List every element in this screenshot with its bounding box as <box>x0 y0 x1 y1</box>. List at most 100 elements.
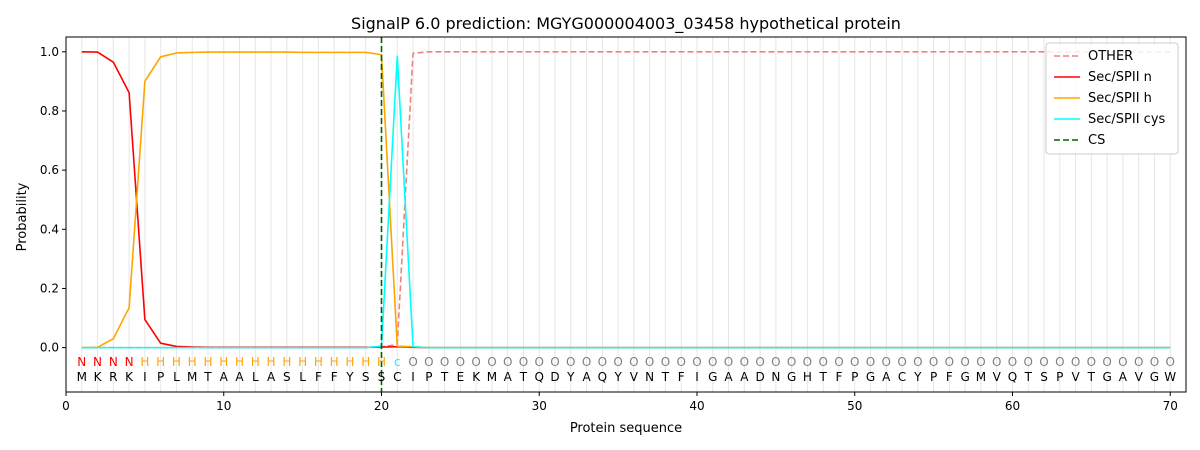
y-tick-label: 0.8 <box>40 104 59 118</box>
region-label: N <box>125 355 134 369</box>
region-label: O <box>613 355 622 369</box>
region-label: O <box>1008 355 1017 369</box>
region-label: O <box>629 355 638 369</box>
residue-label: I <box>143 370 147 384</box>
residue-label: S <box>362 370 370 384</box>
region-label: O <box>1118 355 1127 369</box>
region-label: H <box>188 355 197 369</box>
region-label: H <box>156 355 165 369</box>
region-label: O <box>1102 355 1111 369</box>
region-label: O <box>866 355 875 369</box>
residue-label: Q <box>598 370 607 384</box>
region-label: H <box>282 355 291 369</box>
x-tick-label: 0 <box>62 399 70 413</box>
residue-label: K <box>472 370 481 384</box>
residue-label: F <box>315 370 322 384</box>
residue-label: D <box>755 370 764 384</box>
residue-label: Q <box>535 370 544 384</box>
series-line-sec-spii-cys <box>81 55 1171 349</box>
region-label: H <box>172 355 181 369</box>
x-tick-label: 20 <box>374 399 389 413</box>
residue-label: A <box>267 370 276 384</box>
region-label: O <box>535 355 544 369</box>
region-label: O <box>834 355 843 369</box>
residue-label: R <box>109 370 117 384</box>
residue-label: S <box>1040 370 1048 384</box>
residue-label: Y <box>913 370 922 384</box>
plot-area <box>66 37 1186 392</box>
region-label: O <box>471 355 480 369</box>
region-label: O <box>818 355 827 369</box>
residue-label: S <box>378 370 386 384</box>
residue-label: F <box>946 370 953 384</box>
legend: OTHER Sec/SPII n Sec/SPII h Sec/SPII cys CS <box>1045 42 1179 155</box>
region-label: O <box>550 355 559 369</box>
region-label: H <box>203 355 212 369</box>
region-label: O <box>487 355 496 369</box>
residue-label: L <box>173 370 180 384</box>
region-label: O <box>992 355 1001 369</box>
chart-title: SignalP 6.0 prediction: MGYG000004003_03… <box>351 14 901 34</box>
legend-box <box>1045 42 1179 155</box>
region-label: N <box>77 355 86 369</box>
residue-label: C <box>393 370 401 384</box>
region-label: O <box>1071 355 1080 369</box>
x-tick-label: 70 <box>1163 399 1178 413</box>
residue-label: P <box>930 370 937 384</box>
residue-label: P <box>157 370 164 384</box>
residue-label: T <box>203 370 212 384</box>
region-label: O <box>456 355 465 369</box>
region-label: H <box>140 355 149 369</box>
residue-label: E <box>457 370 465 384</box>
region-label: O <box>708 355 717 369</box>
region-label: H <box>267 355 276 369</box>
axes: 0 10 20 30 40 50 60 70 0.0 0.2 0.4 0.6 0.8 1.0 <box>40 36 1187 413</box>
residue-label: F <box>678 370 685 384</box>
residue-label: A <box>582 370 591 384</box>
region-label: O <box>566 355 575 369</box>
region-label: O <box>1134 355 1143 369</box>
region-label: O <box>1055 355 1064 369</box>
region-label: O <box>913 355 922 369</box>
region-label: O <box>740 355 749 369</box>
y-tick-label: 1.0 <box>40 45 59 59</box>
region-label: O <box>1087 355 1096 369</box>
residue-label: M <box>187 370 197 384</box>
series-lines <box>81 37 1171 392</box>
region-label: O <box>850 355 859 369</box>
region-label: O <box>787 355 796 369</box>
residue-label: V <box>630 370 639 384</box>
region-label: O <box>1039 355 1048 369</box>
region-label: O <box>503 355 512 369</box>
residue-label: V <box>1135 370 1144 384</box>
region-label: N <box>109 355 118 369</box>
x-tick-label: 50 <box>847 399 862 413</box>
residue-label: G <box>1102 370 1111 384</box>
y-axis-label: Probability <box>15 182 30 251</box>
y-tick-label: 0.6 <box>40 163 59 177</box>
axes-frame <box>65 36 1187 393</box>
residue-label: C <box>898 370 906 384</box>
residue-label: A <box>504 370 513 384</box>
y-tick-label: 0.4 <box>40 222 59 236</box>
region-label: O <box>882 355 891 369</box>
region-label: H <box>314 355 323 369</box>
residue-label: T <box>1024 370 1033 384</box>
x-tick-label: 30 <box>532 399 547 413</box>
region-label: O <box>582 355 591 369</box>
residue-label: A <box>724 370 733 384</box>
residue-label: P <box>1056 370 1063 384</box>
region-label: O <box>440 355 449 369</box>
region-label: H <box>219 355 228 369</box>
residue-label: T <box>1087 370 1096 384</box>
grid-lines <box>81 37 1171 392</box>
region-label: O <box>755 355 764 369</box>
residue-label: L <box>252 370 259 384</box>
region-label: O <box>424 355 433 369</box>
residue-label: M <box>487 370 497 384</box>
x-tick-label: 40 <box>689 399 704 413</box>
region-label: O <box>645 355 654 369</box>
residue-label: N <box>771 370 780 384</box>
residue-label: Y <box>345 370 354 384</box>
region-label: O <box>692 355 701 369</box>
